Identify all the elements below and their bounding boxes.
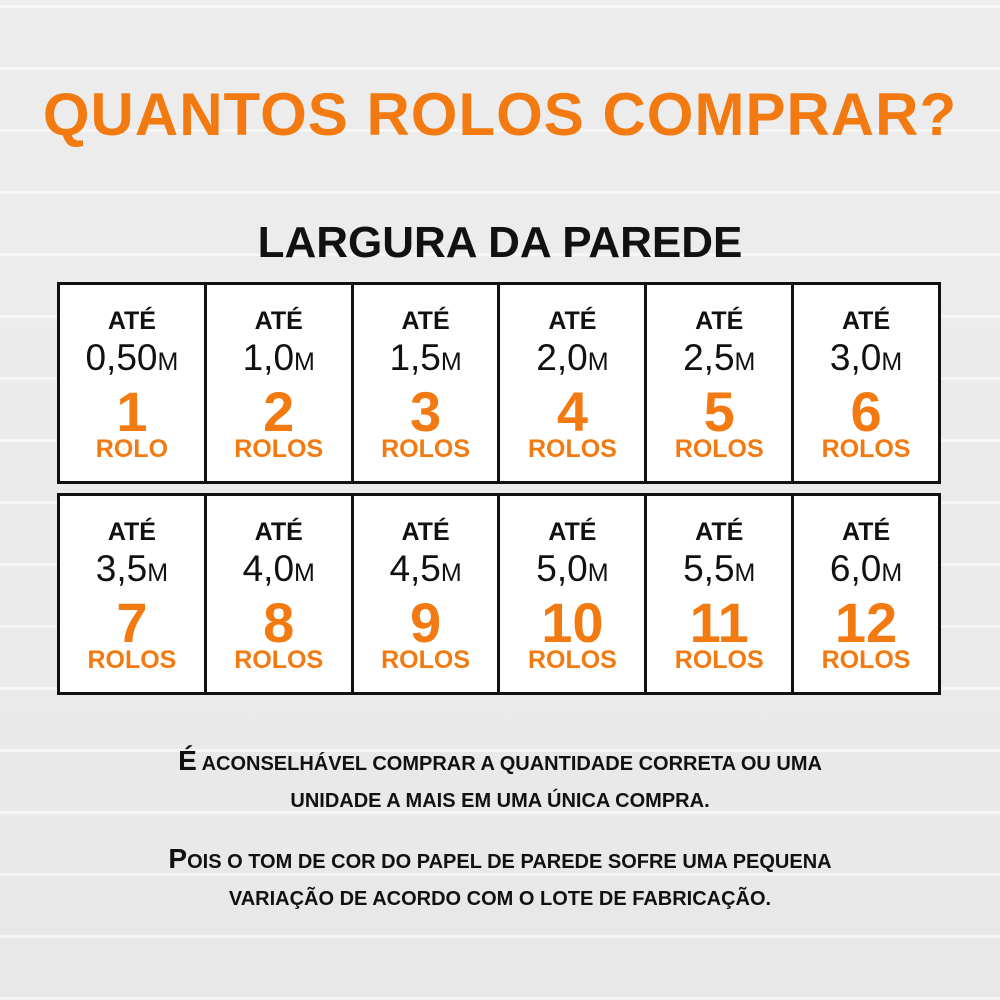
- page-title: QUANTOS ROLOS COMPRAR?: [42, 81, 958, 148]
- cell-prefix: ATÉ: [254, 518, 303, 546]
- wall-width: 0,50M: [60, 337, 204, 379]
- roll-count: 5: [703, 380, 735, 443]
- wall-width: 2,5M: [647, 337, 791, 379]
- width-unit: M: [881, 348, 903, 376]
- roll-count: 10: [541, 591, 604, 654]
- cell-prefix: ATÉ: [107, 518, 156, 546]
- roll-label: ROLOS: [674, 646, 764, 674]
- note-line: UNIDADE A MAIS EM UMA ÚNICA COMPRA.: [290, 790, 710, 812]
- cell-prefix: ATÉ: [401, 518, 450, 546]
- roll-label: ROLOS: [381, 435, 471, 463]
- roll-label: ROLOS: [527, 435, 617, 463]
- roll-count: 2: [263, 380, 295, 443]
- roll-count: 4: [556, 380, 588, 443]
- section-heading: LARGURA DA PAREDE: [257, 218, 743, 267]
- advice-note: É ACONSELHÁVEL COMPRAR A QUANTIDADE CORR…: [0, 742, 1000, 820]
- width-unit: M: [294, 559, 315, 587]
- roll-count: 7: [116, 591, 148, 654]
- width-value: 0,50: [85, 337, 158, 378]
- width-unit: M: [440, 348, 462, 376]
- roll-label: ROLOS: [234, 435, 324, 463]
- table-cell: ATÉ 4,0M 8 ROLOS: [206, 496, 351, 692]
- roll-label: ROLOS: [87, 646, 177, 674]
- wall-width: 3,0M: [794, 337, 938, 379]
- table-cell: ATÉ 3,0M 6 ROLOS: [794, 285, 938, 481]
- roll-count: 6: [850, 380, 882, 443]
- roll-label: ROLOS: [821, 646, 911, 674]
- cell-prefix: ATÉ: [695, 307, 744, 335]
- roll-count: 12: [834, 591, 898, 654]
- width-value: 4,5: [389, 548, 441, 589]
- roll-count: 9: [409, 591, 442, 654]
- table-cell: ATÉ 1,0M 2 ROLOS: [206, 285, 351, 481]
- table-row: ATÉ 0,50M 1 ROLO ATÉ 1,0M 2 ROLOS ATÉ 1,5M 3 ROLOS A…: [57, 282, 941, 484]
- wall-width: 1,5M: [354, 337, 498, 379]
- width-value: 5,5: [683, 548, 735, 589]
- width-value: 3,5: [95, 548, 148, 589]
- cell-prefix: ATÉ: [841, 307, 891, 335]
- width-value: 1,0: [242, 337, 295, 378]
- note-line: É ACONSELHÁVEL COMPRAR A QUANTIDADE CORR…: [178, 745, 822, 776]
- roll-count: 8: [263, 591, 295, 654]
- roll-label: ROLO: [95, 435, 169, 463]
- cell-prefix: ATÉ: [548, 307, 597, 335]
- wall-width: 2,0M: [500, 337, 644, 379]
- width-value: 1,5: [389, 337, 441, 378]
- width-unit: M: [157, 348, 179, 376]
- table-cell: ATÉ 5,5M 11 ROLOS: [647, 496, 792, 692]
- note-line: POIS O TOM DE COR DO PAPEL DE PAREDE SOF…: [168, 843, 832, 874]
- cell-prefix: ATÉ: [695, 518, 744, 546]
- width-value: 4,0: [242, 548, 295, 589]
- width-value: 6,0: [829, 548, 882, 589]
- wall-width: 5,0M: [500, 548, 644, 590]
- width-unit: M: [734, 348, 756, 376]
- wall-width: 4,0M: [207, 548, 351, 590]
- roll-count: 11: [689, 591, 749, 654]
- width-value: 2,5: [683, 337, 735, 378]
- roll-count: 3: [409, 380, 442, 443]
- table-cell: ATÉ 4,5M 9 ROLOS: [353, 496, 498, 692]
- roll-label: ROLOS: [821, 435, 911, 463]
- variation-note: POIS O TOM DE COR DO PAPEL DE PAREDE SOF…: [0, 840, 1000, 918]
- roll-label: ROLOS: [381, 646, 471, 674]
- table-cell: ATÉ 2,5M 5 ROLOS: [647, 285, 792, 481]
- width-unit: M: [587, 559, 609, 587]
- table-cell: ATÉ 1,5M 3 ROLOS: [353, 285, 498, 481]
- wall-width: 6,0M: [794, 548, 938, 590]
- width-unit: M: [881, 559, 903, 587]
- cell-prefix: ATÉ: [401, 307, 450, 335]
- wall-width: 5,5M: [647, 548, 791, 590]
- cell-prefix: ATÉ: [548, 518, 597, 546]
- table-cell: ATÉ 6,0M 12 ROLOS: [794, 496, 938, 692]
- width-unit: M: [147, 559, 169, 587]
- width-value: 3,0: [829, 337, 882, 378]
- width-value: 2,0: [536, 337, 588, 378]
- table-cell: ATÉ 0,50M 1 ROLO: [60, 285, 204, 481]
- roll-label: ROLOS: [674, 435, 764, 463]
- width-unit: M: [440, 559, 462, 587]
- table-cell: ATÉ 5,0M 10 ROLOS: [500, 496, 645, 692]
- note-line: VARIAÇÃO DE ACORDO COM O LOTE DE FABRICA…: [228, 888, 772, 910]
- roll-label: ROLOS: [527, 646, 617, 674]
- cell-prefix: ATÉ: [107, 307, 156, 335]
- wall-width: 3,5M: [60, 548, 204, 590]
- width-value: 5,0: [536, 548, 588, 589]
- table-row: ATÉ 3,5M 7 ROLOS ATÉ 4,0M 8 ROLOS ATÉ 4,5M 9 ROLOS A…: [57, 493, 941, 695]
- table-cell: ATÉ 3,5M 7 ROLOS: [60, 496, 204, 692]
- wall-width: 4,5M: [354, 548, 498, 590]
- wall-width: 1,0M: [207, 337, 351, 379]
- width-unit: M: [587, 348, 609, 376]
- roll-count: 1: [116, 380, 148, 443]
- cell-prefix: ATÉ: [841, 518, 891, 546]
- cell-prefix: ATÉ: [254, 307, 303, 335]
- width-unit: M: [734, 559, 756, 587]
- roll-label: ROLOS: [234, 646, 324, 674]
- width-unit: M: [294, 348, 315, 376]
- table-cell: ATÉ 2,0M 4 ROLOS: [500, 285, 645, 481]
